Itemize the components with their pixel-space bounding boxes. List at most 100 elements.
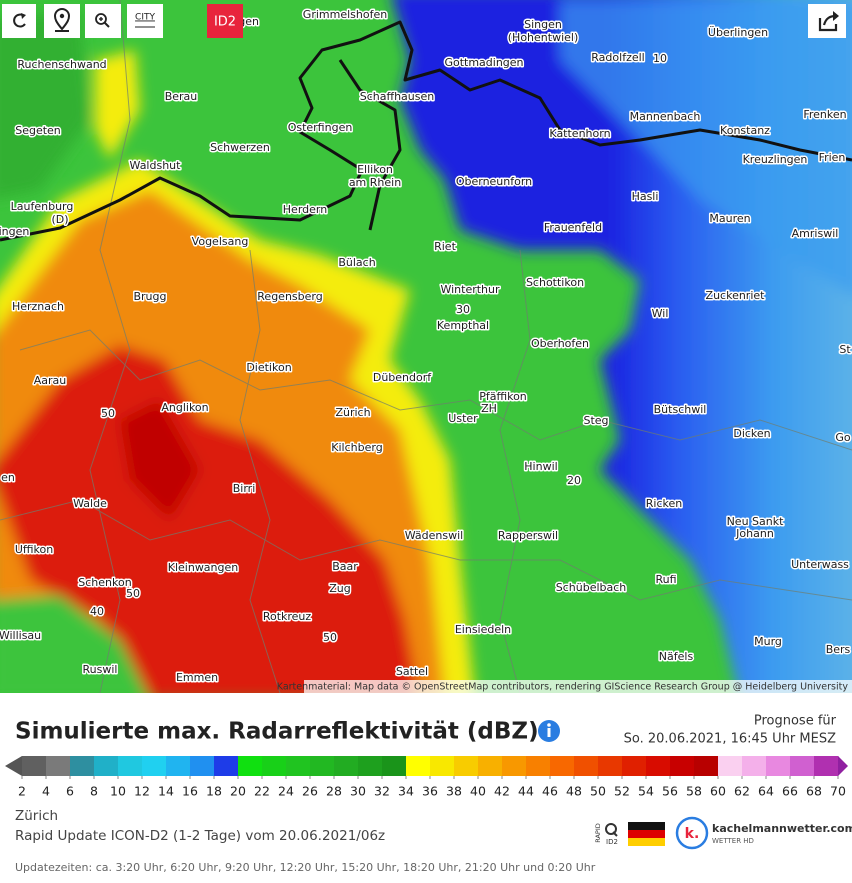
place-label: Go — [835, 431, 851, 444]
colorbar-tick-label: 36 — [422, 784, 438, 799]
place-label: Ellikon — [357, 163, 393, 176]
place-label: Kempthal — [437, 319, 489, 332]
place-label: Überlingen — [708, 26, 768, 39]
place-label: Zug — [329, 582, 351, 595]
place-label: Ricken — [646, 497, 682, 510]
colorbar-segment — [22, 756, 47, 776]
place-label: Vogelsang — [192, 235, 249, 248]
colorbar-segment — [190, 756, 215, 776]
colorbar-segment — [334, 756, 359, 776]
colorbar-tick-label: 28 — [326, 784, 342, 799]
colorbar-tick-label: 12 — [134, 784, 150, 799]
colorbar-segment — [262, 756, 287, 776]
model-run: Rapid Update ICON-D2 (1-2 Tage) vom 20.0… — [15, 828, 385, 844]
colorbar-tick-label: 44 — [518, 784, 534, 799]
place-label: Bütschwil — [654, 403, 707, 416]
colorbar-tick-label: 46 — [542, 784, 558, 799]
legend-title: Simulierte max. Radarreflektivität (dBZ) — [15, 719, 539, 745]
place-label: Segeten — [15, 124, 61, 137]
place-labels: rwangenGrimmelshofenSingen(Hohentwiel)Üb… — [0, 7, 852, 686]
colorbar-tick-label: 60 — [710, 784, 726, 799]
place-label: Rotkreuz — [263, 610, 312, 623]
place-label: Kattenhorn — [549, 127, 610, 140]
place-label: Frauenfeld — [544, 221, 602, 234]
place-label: Laufenburg — [11, 200, 74, 213]
place-label: 10 — [653, 52, 667, 65]
place-label: Herdern — [283, 203, 327, 216]
colorbar-tick-label: 30 — [350, 784, 366, 799]
legend: Simulierte max. Radarreflektivität (dBZ)… — [5, 714, 848, 799]
district-borders — [0, 0, 852, 693]
colorbar-segment — [622, 756, 647, 776]
location-button[interactable] — [44, 4, 80, 38]
place-label: Schübelbach — [556, 581, 627, 594]
model-badge-label[interactable]: ID2 — [214, 15, 236, 30]
colorbar-segment — [646, 756, 671, 776]
colorbar-tick-label: 52 — [614, 784, 630, 799]
colorbar-segment — [550, 756, 575, 776]
city-toggle[interactable]: CITY — [127, 4, 163, 38]
colorbar-tick-label: 40 — [470, 784, 486, 799]
place-label: am Rhein — [349, 176, 401, 189]
echo-green-nw — [0, 10, 90, 198]
model-badge[interactable]: ID2 — [207, 4, 243, 38]
colorbar-tick-label: 70 — [830, 784, 846, 799]
place-label: Walde — [73, 497, 107, 510]
colorbar-segment — [454, 756, 479, 776]
info-icon[interactable] — [538, 720, 560, 742]
colorbar-tick-label: 38 — [446, 784, 462, 799]
colorbar-tick-label: 18 — [206, 784, 222, 799]
colorbar-segment — [142, 756, 167, 776]
colorbar-segment — [310, 756, 335, 776]
place-label: 50 — [126, 587, 140, 600]
colorbar-segment — [574, 756, 599, 776]
place-label: Ruswil — [83, 663, 118, 676]
colorbar-segment — [94, 756, 119, 776]
place-label: ingen — [0, 225, 29, 238]
colorbar-segment — [166, 756, 191, 776]
place-label: Kleinwangen — [168, 561, 239, 574]
place-label: Näfels — [659, 650, 694, 663]
colorbar-tick-label: 8 — [90, 784, 98, 799]
colorbar-segment — [382, 756, 407, 776]
place-label: Riet — [434, 240, 456, 253]
place-label: Steg — [583, 414, 608, 427]
refresh-button[interactable] — [2, 4, 36, 38]
place-label: Baar — [332, 560, 358, 573]
colorbar-segment — [502, 756, 527, 776]
place-label: Oberhofen — [531, 337, 589, 350]
place-label: ZH — [481, 402, 497, 415]
colorbar-tick-label: 22 — [254, 784, 270, 799]
map[interactable]: rwangenGrimmelshofenSingen(Hohentwiel)Üb… — [0, 0, 852, 700]
colorbar-tick-label: 50 — [590, 784, 606, 799]
place-label: Neu Sankt — [727, 515, 785, 528]
colorbar-segment — [478, 756, 503, 776]
colorbar-segment — [214, 756, 239, 776]
city-label[interactable]: CITY — [135, 13, 155, 23]
share-button[interactable] — [808, 4, 846, 38]
colorbar-tick-label: 48 — [566, 784, 582, 799]
place-label: Sattel — [396, 665, 428, 678]
colorbar-tick-label: 6 — [66, 784, 74, 799]
colorbar-segment — [430, 756, 455, 776]
colorbar-segment — [406, 756, 431, 776]
place-label: St — [839, 343, 851, 356]
place-label: Emmen — [176, 671, 218, 684]
colorbar-segment — [526, 756, 551, 776]
place-label: Radolfzell — [591, 51, 644, 64]
place-label: Johann — [735, 527, 774, 540]
colorbar-segment — [670, 756, 695, 776]
place-label: Singen — [524, 18, 562, 31]
place-label: Bers — [826, 643, 851, 656]
colorbar-segment — [286, 756, 311, 776]
place-label: Waldshut — [130, 159, 182, 172]
colorbar-tick-label: 32 — [374, 784, 390, 799]
place-label: Dicken — [733, 427, 770, 440]
zoom-button[interactable] — [85, 4, 121, 38]
colorbar-segment — [742, 756, 767, 776]
place-label: Schwerzen — [210, 141, 270, 154]
brand-name: kachelmannwetter.com — [712, 822, 852, 835]
place-label: Pfäffikon — [479, 390, 527, 403]
rapid-logo: RAPID ID2 — [594, 823, 618, 846]
